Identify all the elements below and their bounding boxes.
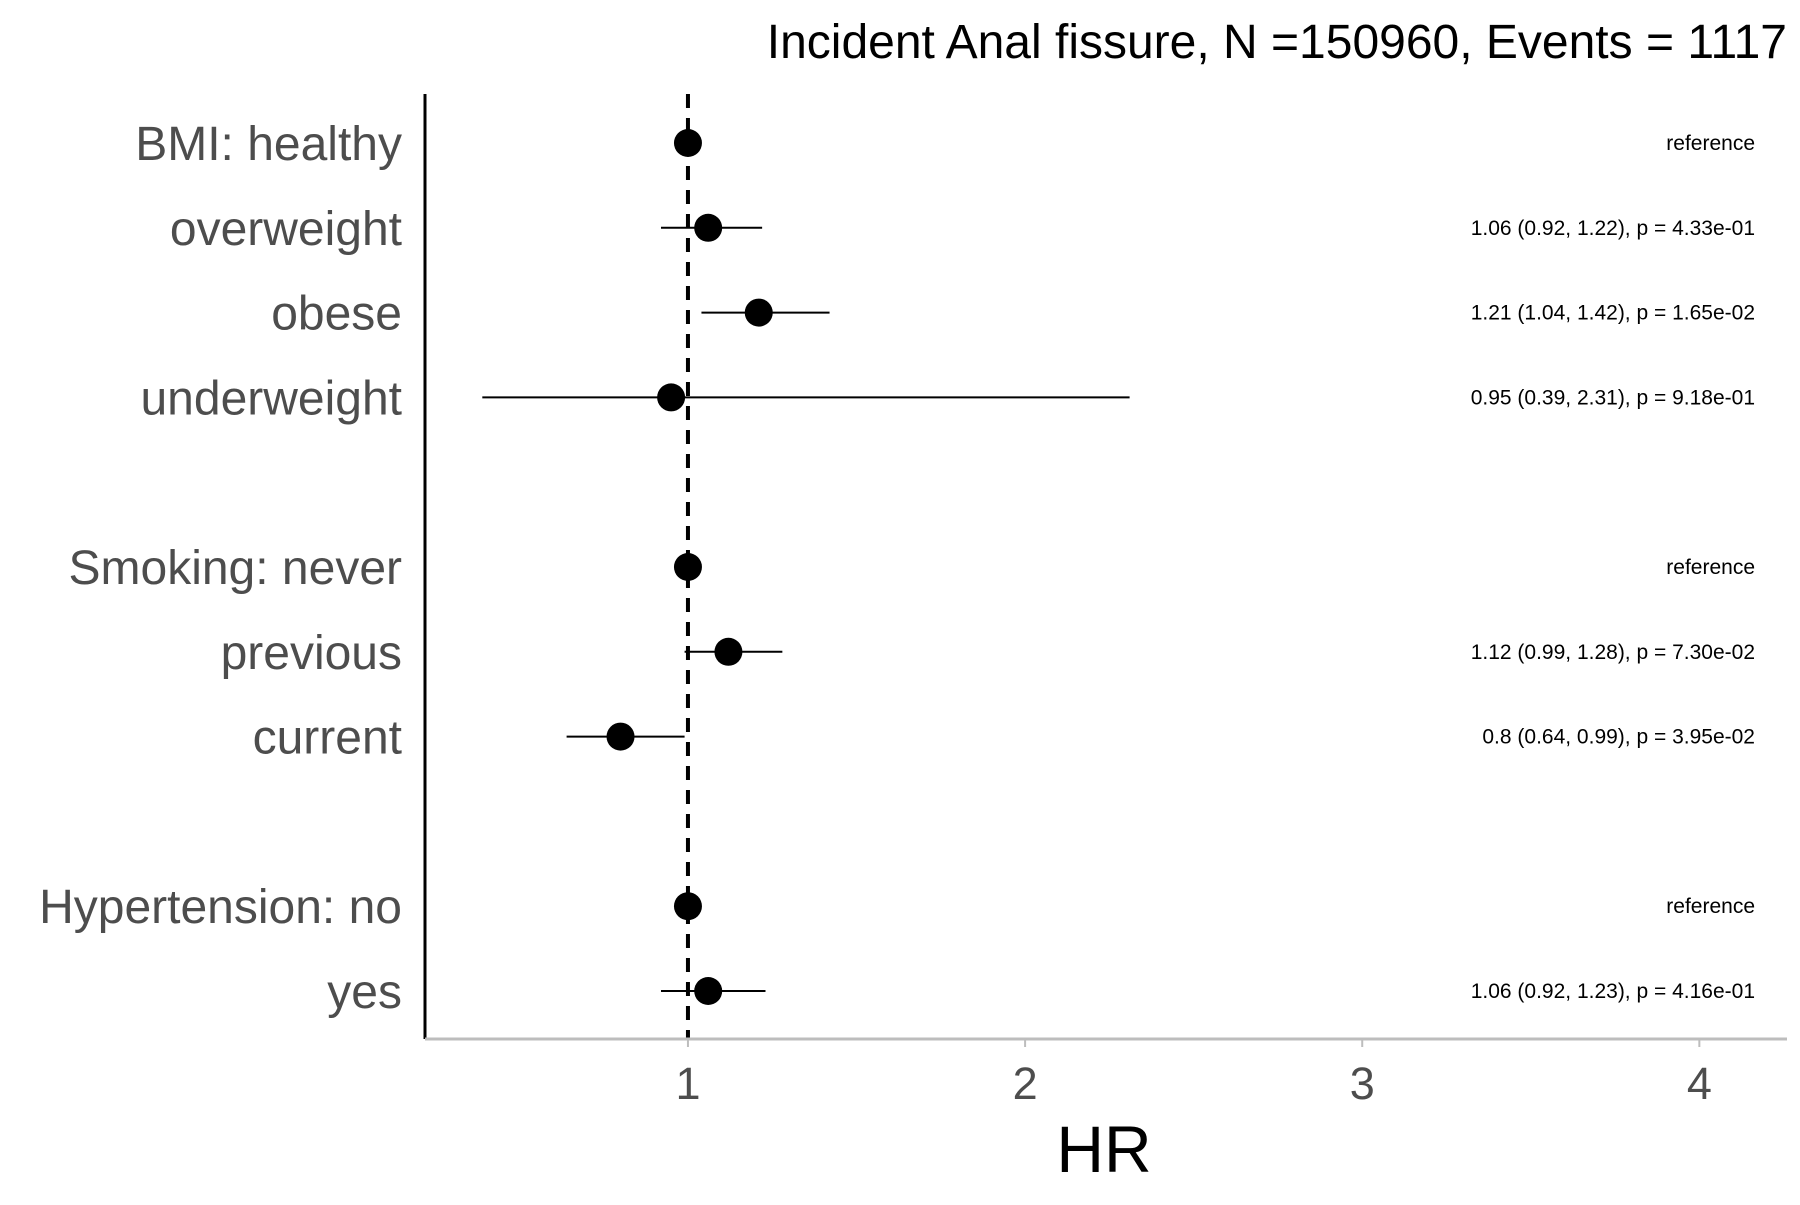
forest-row: Hypertension: no reference: [39, 881, 1755, 934]
hr-annotation: 1.06 (0.92, 1.23), p = 4.16e-01: [1471, 980, 1755, 1003]
x-tick-label: 4: [1687, 1058, 1712, 1109]
row-label: current: [253, 712, 402, 765]
hr-annotation: 1.06 (0.92, 1.22), p = 4.33e-01: [1471, 217, 1755, 240]
hr-annotation: 1.21 (1.04, 1.42), p = 1.65e-02: [1471, 302, 1755, 325]
hr-point: [744, 298, 773, 327]
forest-row: previous 1.12 (0.99, 1.28), p = 7.30e-02: [221, 627, 1755, 680]
x-tick-label: 3: [1350, 1058, 1375, 1109]
forest-row: current 0.8 (0.64, 0.99), p = 3.95e-02: [253, 712, 1755, 765]
hr-point: [694, 213, 723, 242]
hr-point: [606, 722, 635, 751]
forest-row: obese 1.21 (1.04, 1.42), p = 1.65e-02: [271, 288, 1755, 341]
row-label: BMI: healthy: [135, 118, 402, 171]
hr-point: [694, 977, 723, 1005]
x-axis-title: HR: [1056, 1112, 1151, 1186]
row-label: yes: [327, 966, 402, 1019]
x-tick-layer: 1 2 3 4: [675, 1039, 1712, 1109]
chart-title: Incident Anal fissure, N =150960, Events…: [767, 16, 1787, 69]
hr-point: [657, 383, 686, 412]
forest-row: overweight 1.06 (0.92, 1.22), p = 4.33e-0…: [170, 203, 1755, 256]
x-tick-label: 1: [675, 1058, 700, 1109]
hr-point: [714, 637, 743, 666]
row-label: overweight: [170, 203, 402, 256]
row-label: obese: [271, 288, 402, 341]
hr-annotation: 0.8 (0.64, 0.99), p = 3.95e-02: [1482, 726, 1755, 749]
x-tick-label: 2: [1013, 1058, 1038, 1109]
row-label: Hypertension: no: [39, 881, 402, 934]
forest-row: yes 1.06 (0.92, 1.23), p = 4.16e-01: [327, 966, 1755, 1019]
hr-annotation: 0.95 (0.39, 2.31), p = 9.18e-01: [1471, 386, 1755, 409]
row-label: Smoking: never: [69, 542, 403, 595]
hr-annotation: 1.12 (0.99, 1.28), p = 7.30e-02: [1471, 641, 1755, 664]
hr-annotation: reference: [1666, 556, 1755, 579]
row-label: previous: [221, 627, 402, 680]
hr-point: [673, 892, 702, 921]
rows-layer: BMI: healthy reference overweight 1.06 (0.9…: [39, 118, 1755, 1019]
forest-row: BMI: healthy reference: [135, 118, 1755, 171]
hr-annotation: reference: [1666, 895, 1755, 918]
forest-row: underweight 0.95 (0.39, 2.31), p = 9.18e-…: [140, 372, 1755, 425]
hr-point: [673, 553, 702, 581]
hr-annotation: reference: [1666, 132, 1755, 155]
forest-row: Smoking: never reference: [69, 542, 1756, 595]
row-label: underweight: [140, 372, 402, 425]
